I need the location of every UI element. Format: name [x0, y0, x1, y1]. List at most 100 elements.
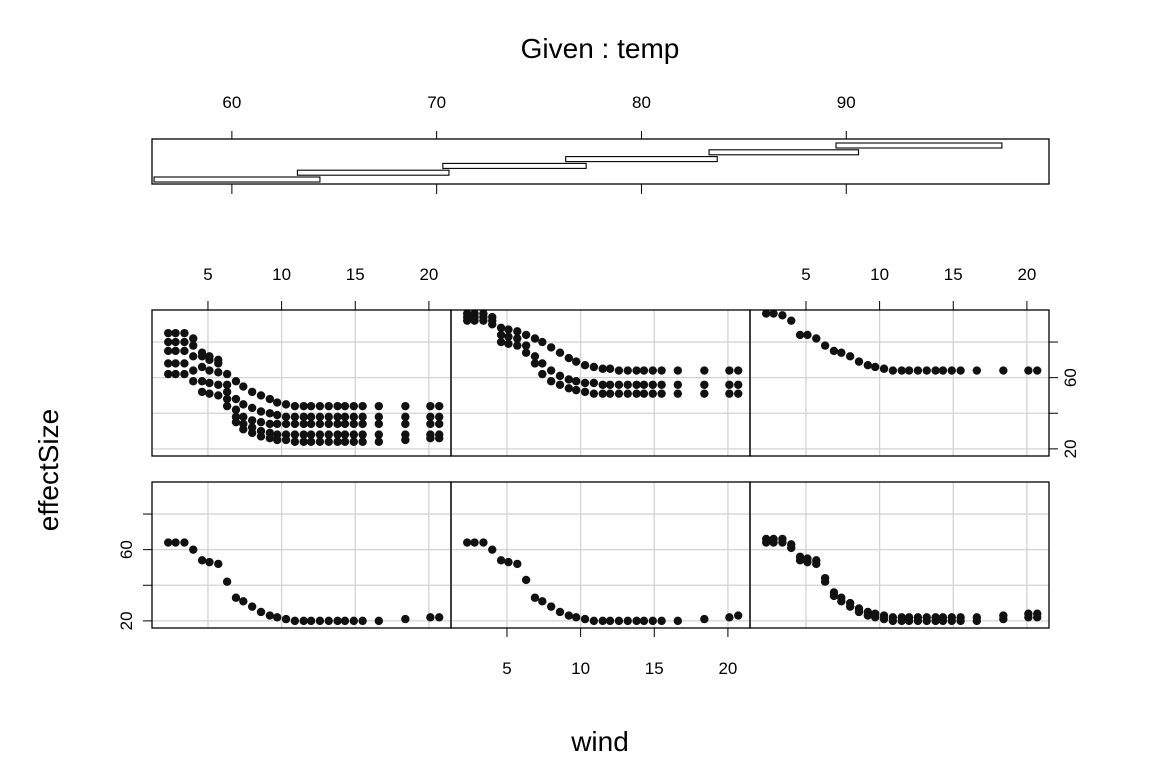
data-point — [333, 437, 342, 446]
data-point — [222, 369, 232, 379]
data-point — [426, 412, 435, 422]
data-point — [913, 366, 923, 375]
data-point — [922, 616, 931, 626]
data-point — [171, 359, 180, 368]
given-interval-bar — [442, 162, 587, 169]
data-point — [470, 316, 479, 325]
data-point — [358, 419, 367, 429]
data-point — [700, 380, 709, 389]
data-point — [496, 337, 506, 347]
data-point — [521, 575, 531, 585]
data-point — [358, 437, 367, 446]
data-point — [299, 401, 308, 411]
data-point — [401, 412, 410, 422]
data-point — [374, 616, 384, 626]
data-point — [214, 391, 223, 400]
data-point — [734, 380, 743, 389]
data-point — [164, 538, 173, 547]
data-point — [673, 380, 683, 389]
given-tick-label: 90 — [837, 93, 856, 112]
data-point — [795, 330, 805, 340]
x-axis-title: wind — [570, 726, 629, 757]
data-point — [725, 389, 734, 398]
data-point — [272, 613, 282, 622]
data-point — [1033, 366, 1042, 375]
data-point — [374, 412, 384, 422]
data-point — [496, 556, 506, 565]
given-interval-bar — [835, 142, 1003, 149]
data-point — [863, 360, 873, 370]
data-point — [265, 419, 275, 429]
data-point — [546, 343, 556, 352]
data-point — [247, 403, 257, 413]
data-point — [333, 412, 342, 422]
x-tick-label-top: 15 — [346, 265, 365, 284]
data-point — [571, 385, 581, 395]
data-point — [845, 602, 855, 611]
given-interval-bar — [296, 169, 450, 176]
data-point — [315, 412, 325, 422]
data-point — [538, 337, 547, 347]
data-point — [639, 366, 649, 375]
data-point — [247, 387, 257, 397]
data-point — [555, 607, 565, 617]
data-point — [938, 366, 948, 375]
data-point — [164, 337, 173, 347]
data-point — [725, 366, 734, 375]
given-tick-label: 80 — [632, 93, 651, 112]
data-point — [787, 543, 796, 553]
data-point — [700, 366, 709, 375]
data-point — [333, 419, 342, 429]
data-point — [496, 323, 506, 333]
data-point — [340, 412, 350, 422]
data-point — [306, 437, 316, 446]
data-point — [513, 327, 522, 336]
data-point — [290, 616, 300, 626]
data-point — [778, 311, 787, 320]
x-tick-label-bottom: 5 — [502, 659, 511, 678]
data-point — [180, 538, 189, 547]
data-point — [214, 380, 223, 389]
data-point — [999, 366, 1008, 375]
data-point — [614, 366, 624, 375]
given-panel-frame — [151, 138, 1050, 185]
data-point — [171, 369, 180, 379]
data-point — [513, 341, 522, 350]
data-point — [205, 378, 214, 388]
data-point — [290, 412, 300, 422]
data-point — [281, 400, 291, 409]
scatter-panel-3 — [749, 309, 1050, 457]
data-point — [349, 430, 358, 439]
data-point — [324, 437, 333, 446]
data-point — [829, 591, 839, 601]
data-point — [605, 380, 615, 389]
data-point — [879, 614, 889, 624]
y-axis-title: effectSize — [33, 409, 64, 531]
data-point — [315, 401, 325, 411]
data-point — [931, 366, 940, 375]
data-point — [700, 389, 709, 398]
data-point — [197, 377, 207, 386]
data-point — [488, 320, 497, 329]
data-point — [299, 616, 308, 626]
panel-frame — [450, 481, 751, 629]
data-point — [657, 389, 666, 398]
data-point — [222, 401, 232, 411]
data-point — [725, 380, 734, 389]
data-point — [315, 616, 325, 626]
data-point — [504, 339, 513, 349]
data-point — [265, 611, 275, 620]
data-point — [231, 405, 241, 414]
data-point — [299, 430, 308, 439]
scatter-panels: 5 10 15 20 5 10 15 20 5 10 15 20 20 60 20 60 — [117, 265, 1080, 678]
data-point — [598, 380, 607, 389]
data-point — [333, 430, 342, 439]
data-point — [530, 359, 540, 368]
data-point — [605, 616, 615, 626]
data-point — [598, 389, 607, 398]
data-point — [349, 437, 358, 446]
data-point — [922, 366, 931, 375]
data-point — [769, 538, 778, 547]
data-point — [315, 430, 325, 439]
data-point — [247, 416, 257, 425]
